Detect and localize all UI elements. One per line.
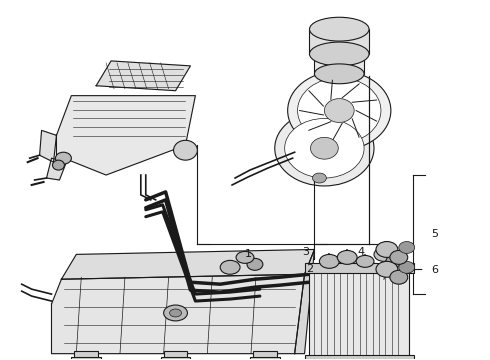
Ellipse shape xyxy=(52,160,64,170)
Ellipse shape xyxy=(311,137,338,159)
Ellipse shape xyxy=(288,71,391,150)
Bar xyxy=(310,269,409,359)
Ellipse shape xyxy=(313,173,326,183)
Ellipse shape xyxy=(275,111,374,186)
Text: 2: 2 xyxy=(306,264,313,274)
Polygon shape xyxy=(294,249,315,354)
Polygon shape xyxy=(51,274,305,354)
Polygon shape xyxy=(40,130,56,162)
Ellipse shape xyxy=(376,242,398,257)
Ellipse shape xyxy=(310,42,369,66)
Bar xyxy=(250,357,280,360)
Ellipse shape xyxy=(390,270,408,284)
Bar xyxy=(72,357,101,360)
Polygon shape xyxy=(47,158,66,180)
Ellipse shape xyxy=(236,251,254,264)
Ellipse shape xyxy=(315,64,364,84)
Bar xyxy=(305,264,414,273)
Ellipse shape xyxy=(356,255,374,267)
Ellipse shape xyxy=(164,305,188,321)
Ellipse shape xyxy=(399,261,415,273)
Ellipse shape xyxy=(337,251,357,264)
Text: 6: 6 xyxy=(431,265,438,275)
Ellipse shape xyxy=(170,309,181,317)
Bar xyxy=(164,351,188,359)
Bar xyxy=(253,351,277,359)
Text: 3: 3 xyxy=(302,247,309,257)
Ellipse shape xyxy=(247,258,263,270)
Ellipse shape xyxy=(386,255,402,267)
Ellipse shape xyxy=(399,242,415,253)
Bar xyxy=(310,29,369,54)
Bar xyxy=(161,357,191,360)
Ellipse shape xyxy=(310,17,369,41)
Ellipse shape xyxy=(297,78,381,143)
Polygon shape xyxy=(61,249,315,279)
Ellipse shape xyxy=(173,140,197,160)
Ellipse shape xyxy=(285,118,364,178)
Bar xyxy=(305,355,414,360)
Ellipse shape xyxy=(376,261,398,277)
Text: 5: 5 xyxy=(431,229,438,239)
Ellipse shape xyxy=(374,247,394,261)
Text: 4: 4 xyxy=(358,247,365,257)
Ellipse shape xyxy=(55,152,72,164)
Text: 1: 1 xyxy=(245,249,251,260)
Polygon shape xyxy=(96,61,191,91)
Ellipse shape xyxy=(319,255,339,268)
Ellipse shape xyxy=(390,251,408,264)
Bar xyxy=(315,54,364,74)
Bar xyxy=(74,351,98,359)
Polygon shape xyxy=(56,96,196,175)
Ellipse shape xyxy=(220,260,240,274)
Ellipse shape xyxy=(324,99,354,122)
